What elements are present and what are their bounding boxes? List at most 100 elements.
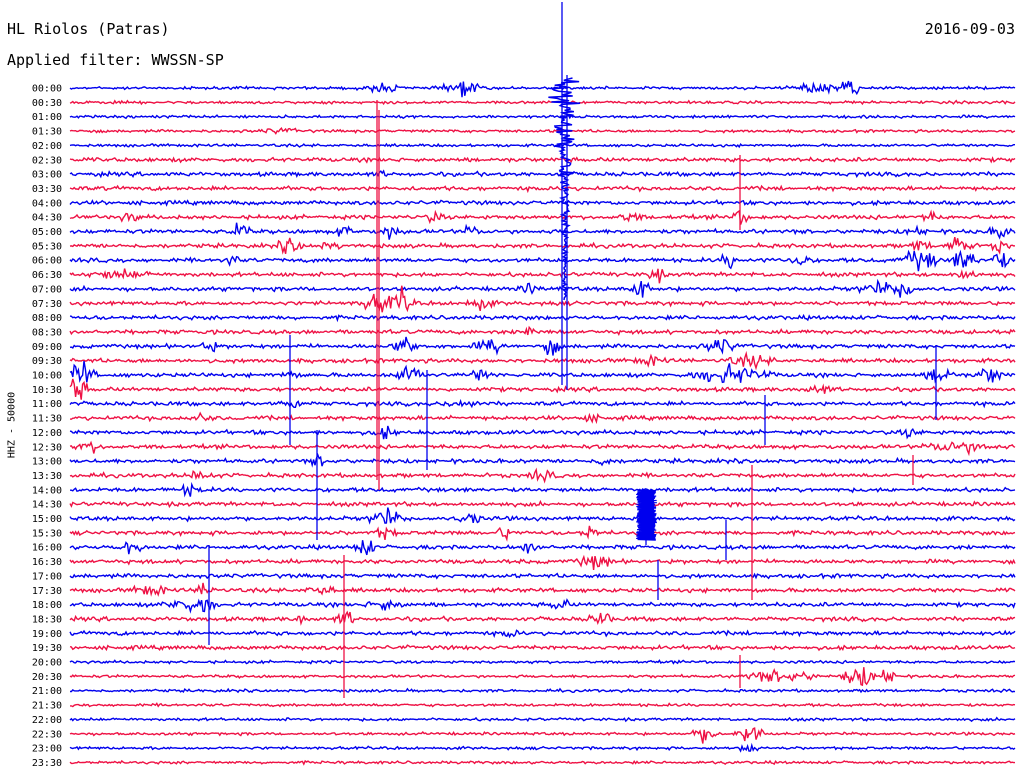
event-envelope — [548, 77, 581, 301]
time-label-1400: 14:00 — [32, 485, 62, 496]
time-label-1200: 12:00 — [32, 428, 62, 439]
time-label-0330: 03:30 — [32, 184, 62, 195]
time-label-0630: 06:30 — [32, 270, 62, 281]
time-label-2230: 22:30 — [32, 729, 62, 740]
station-title: HL Riolos (Patras) — [7, 20, 170, 38]
time-label-1830: 18:30 — [32, 614, 62, 625]
time-label-1800: 18:00 — [32, 600, 62, 611]
trace-1230 — [69, 440, 1016, 457]
time-label-0300: 03:00 — [32, 170, 62, 181]
time-label-0730: 07:30 — [32, 299, 62, 310]
trace-1330 — [69, 467, 1016, 484]
time-label-2130: 21:30 — [32, 701, 62, 712]
trace-2200 — [69, 716, 1016, 723]
time-label-1600: 16:00 — [32, 543, 62, 554]
time-label-0600: 06:00 — [32, 256, 62, 267]
time-label-1430: 14:30 — [32, 500, 62, 511]
trace-1830 — [69, 610, 1016, 626]
trace-0000 — [69, 80, 1016, 98]
time-label-1000: 10:00 — [32, 371, 62, 382]
time-label-1130: 11:30 — [32, 414, 62, 425]
trace-1730 — [69, 582, 1016, 597]
time-label-1300: 13:00 — [32, 457, 62, 468]
trace-0500 — [69, 222, 1016, 240]
time-label-0200: 02:00 — [32, 141, 62, 152]
time-label-0230: 02:30 — [32, 155, 62, 166]
time-label-0500: 05:00 — [32, 227, 62, 238]
trace-0630 — [69, 268, 1016, 284]
time-label-2000: 20:00 — [32, 658, 62, 669]
trace-1530 — [69, 525, 1016, 542]
trace-lines — [69, 2, 1016, 766]
time-label-2030: 20:30 — [32, 672, 62, 683]
trace-2130 — [70, 702, 1016, 708]
trace-0130 — [69, 127, 1016, 135]
event-block-0 — [636, 489, 657, 541]
time-label-1930: 19:30 — [32, 643, 62, 654]
time-label-1330: 13:30 — [32, 471, 62, 482]
trace-1130 — [69, 411, 1016, 425]
trace-0830 — [69, 325, 1016, 336]
trace-0700 — [69, 278, 1016, 298]
time-label-1630: 16:30 — [32, 557, 62, 568]
trace-2300 — [69, 742, 1016, 753]
time-label-2330: 23:30 — [32, 758, 62, 769]
time-label-1700: 17:00 — [32, 571, 62, 582]
time-label-1100: 11:00 — [32, 399, 62, 410]
time-label-0800: 08:00 — [32, 313, 62, 324]
time-label-2100: 21:00 — [32, 686, 62, 697]
trace-0530 — [69, 236, 1016, 255]
time-label-1900: 19:00 — [32, 629, 62, 640]
time-label-1730: 17:30 — [32, 586, 62, 597]
trace-1400 — [70, 481, 1016, 498]
trace-2330 — [69, 759, 1015, 766]
time-label-0000: 00:00 — [32, 84, 62, 95]
time-label-0930: 09:30 — [32, 356, 62, 367]
trace-1100 — [69, 398, 1016, 409]
trace-1930 — [69, 643, 1016, 652]
time-label-1030: 10:30 — [32, 385, 62, 396]
time-labels: 00:00 00:30 01:00 01:30 02:00 02:30 03:00 03:30… — [32, 84, 62, 769]
trace-0600 — [69, 249, 1016, 272]
trace-0330 — [69, 184, 1016, 194]
time-label-0130: 01:30 — [32, 127, 62, 138]
trace-0100 — [69, 114, 1016, 120]
trace-1200 — [69, 425, 1016, 440]
trace-1800 — [69, 598, 1016, 614]
trace-0200 — [69, 142, 1015, 149]
time-label-0830: 08:30 — [32, 327, 62, 338]
time-label-1500: 15:00 — [32, 514, 62, 525]
trace-0930 — [69, 350, 1016, 371]
time-label-0400: 04:00 — [32, 198, 62, 209]
time-label-0030: 00:30 — [32, 98, 62, 109]
trace-0800 — [69, 313, 1016, 323]
trace-0900 — [69, 336, 1016, 356]
trace-1600 — [69, 540, 1016, 556]
time-label-0700: 07:00 — [32, 284, 62, 295]
trace-2230 — [69, 727, 1016, 744]
trace-0300 — [69, 169, 1016, 179]
time-label-1230: 12:30 — [32, 442, 62, 453]
trace-2100 — [70, 687, 1016, 694]
trace-1430 — [69, 499, 1016, 509]
time-label-0900: 09:00 — [32, 342, 62, 353]
trace-1630 — [69, 554, 1016, 570]
record-date: 2016-09-03 — [924, 20, 1015, 38]
trace-0230 — [69, 156, 1016, 164]
time-label-0100: 01:00 — [32, 112, 62, 123]
trace-0030 — [69, 99, 1016, 106]
time-label-0530: 05:30 — [32, 241, 62, 252]
trace-1500 — [69, 507, 1016, 525]
trace-1030 — [69, 378, 1016, 400]
time-label-1530: 15:30 — [32, 528, 62, 539]
trace-1000 — [69, 360, 1016, 384]
trace-1700 — [69, 572, 1016, 580]
trace-0430 — [69, 209, 1016, 225]
trace-2030 — [69, 667, 1016, 687]
trace-1300 — [69, 452, 1016, 468]
trace-0400 — [69, 199, 1016, 207]
filter-label: Applied filter: WWSSN-SP — [7, 51, 224, 69]
trace-2000 — [69, 659, 1016, 665]
time-label-2300: 23:00 — [32, 744, 62, 755]
trace-1900 — [69, 629, 1016, 639]
